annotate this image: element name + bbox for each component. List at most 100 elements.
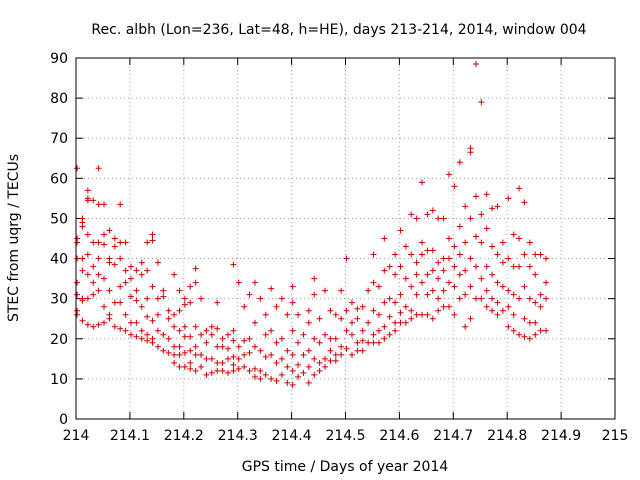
data-point — [365, 339, 372, 346]
data-point — [198, 295, 205, 302]
data-point — [332, 311, 339, 318]
data-point — [435, 275, 442, 282]
data-point — [532, 299, 539, 306]
data-point — [327, 335, 334, 342]
grid-lines — [76, 58, 615, 419]
x-tick-label: 214.5 — [325, 428, 365, 444]
data-point — [165, 315, 172, 322]
data-point — [419, 179, 426, 186]
data-point — [203, 355, 210, 362]
data-point — [251, 319, 258, 326]
data-point — [445, 171, 452, 178]
data-point — [198, 331, 205, 338]
data-point — [111, 235, 118, 242]
data-point — [181, 363, 188, 370]
data-point — [154, 343, 161, 350]
data-point — [176, 363, 183, 370]
data-point — [235, 355, 242, 362]
data-point — [526, 319, 533, 326]
data-point — [343, 307, 350, 314]
data-point — [106, 315, 113, 322]
data-point — [483, 191, 490, 198]
data-point — [365, 319, 372, 326]
data-point — [192, 279, 199, 286]
data-point — [144, 337, 151, 344]
data-point — [187, 283, 194, 290]
data-point — [235, 279, 242, 286]
data-point — [273, 303, 280, 310]
data-point — [311, 355, 318, 362]
data-point — [505, 255, 512, 262]
data-point — [84, 321, 91, 328]
data-point — [375, 339, 382, 346]
data-point — [192, 343, 199, 350]
data-point — [268, 285, 275, 292]
data-point — [537, 291, 544, 298]
data-point — [343, 327, 350, 334]
data-point — [316, 367, 323, 374]
data-point — [198, 351, 205, 358]
data-point — [429, 267, 436, 274]
data-point — [526, 295, 533, 302]
data-point — [456, 251, 463, 258]
data-point — [235, 365, 242, 372]
data-point — [467, 149, 474, 156]
x-tick-label: 214.7 — [433, 428, 473, 444]
data-point — [494, 251, 501, 258]
data-point — [257, 347, 264, 354]
data-point — [489, 271, 496, 278]
data-point — [84, 231, 91, 238]
data-point — [472, 193, 479, 200]
data-point — [505, 323, 512, 330]
data-point — [332, 335, 339, 342]
data-point — [214, 367, 221, 374]
data-point — [397, 309, 404, 316]
data-point — [117, 283, 124, 290]
data-point — [138, 335, 145, 342]
data-point — [311, 291, 318, 298]
data-point — [338, 287, 345, 294]
data-point — [462, 267, 469, 274]
data-point — [79, 255, 86, 262]
data-point — [106, 227, 113, 234]
data-point — [338, 351, 345, 358]
data-point — [187, 347, 194, 354]
data-point — [122, 239, 129, 246]
data-point — [526, 239, 533, 246]
data-point — [289, 367, 296, 374]
data-point — [424, 211, 431, 218]
data-point — [192, 265, 199, 272]
data-point — [305, 379, 312, 386]
data-point — [74, 279, 81, 286]
data-point — [278, 335, 285, 342]
data-point — [224, 355, 231, 362]
data-point — [278, 295, 285, 302]
data-point — [494, 311, 501, 318]
data-point — [505, 287, 512, 294]
data-point — [192, 367, 199, 374]
data-point — [462, 291, 469, 298]
data-point — [246, 349, 253, 356]
data-point — [424, 291, 431, 298]
data-point — [289, 381, 296, 388]
data-point — [397, 319, 404, 326]
data-point — [79, 223, 86, 230]
data-point — [74, 239, 81, 246]
data-point — [289, 283, 296, 290]
data-point — [316, 359, 323, 366]
data-point — [516, 295, 523, 302]
data-point — [332, 351, 339, 358]
data-point — [397, 263, 404, 270]
data-point — [397, 291, 404, 298]
data-point — [397, 227, 404, 234]
data-point — [375, 283, 382, 290]
x-tick-label: 214.6 — [379, 428, 419, 444]
data-point — [445, 279, 452, 286]
y-tick-label: 80 — [50, 91, 68, 107]
data-point — [95, 321, 102, 328]
data-point — [472, 263, 479, 270]
data-point — [214, 325, 221, 332]
data-point — [117, 239, 124, 246]
data-point — [187, 365, 194, 372]
